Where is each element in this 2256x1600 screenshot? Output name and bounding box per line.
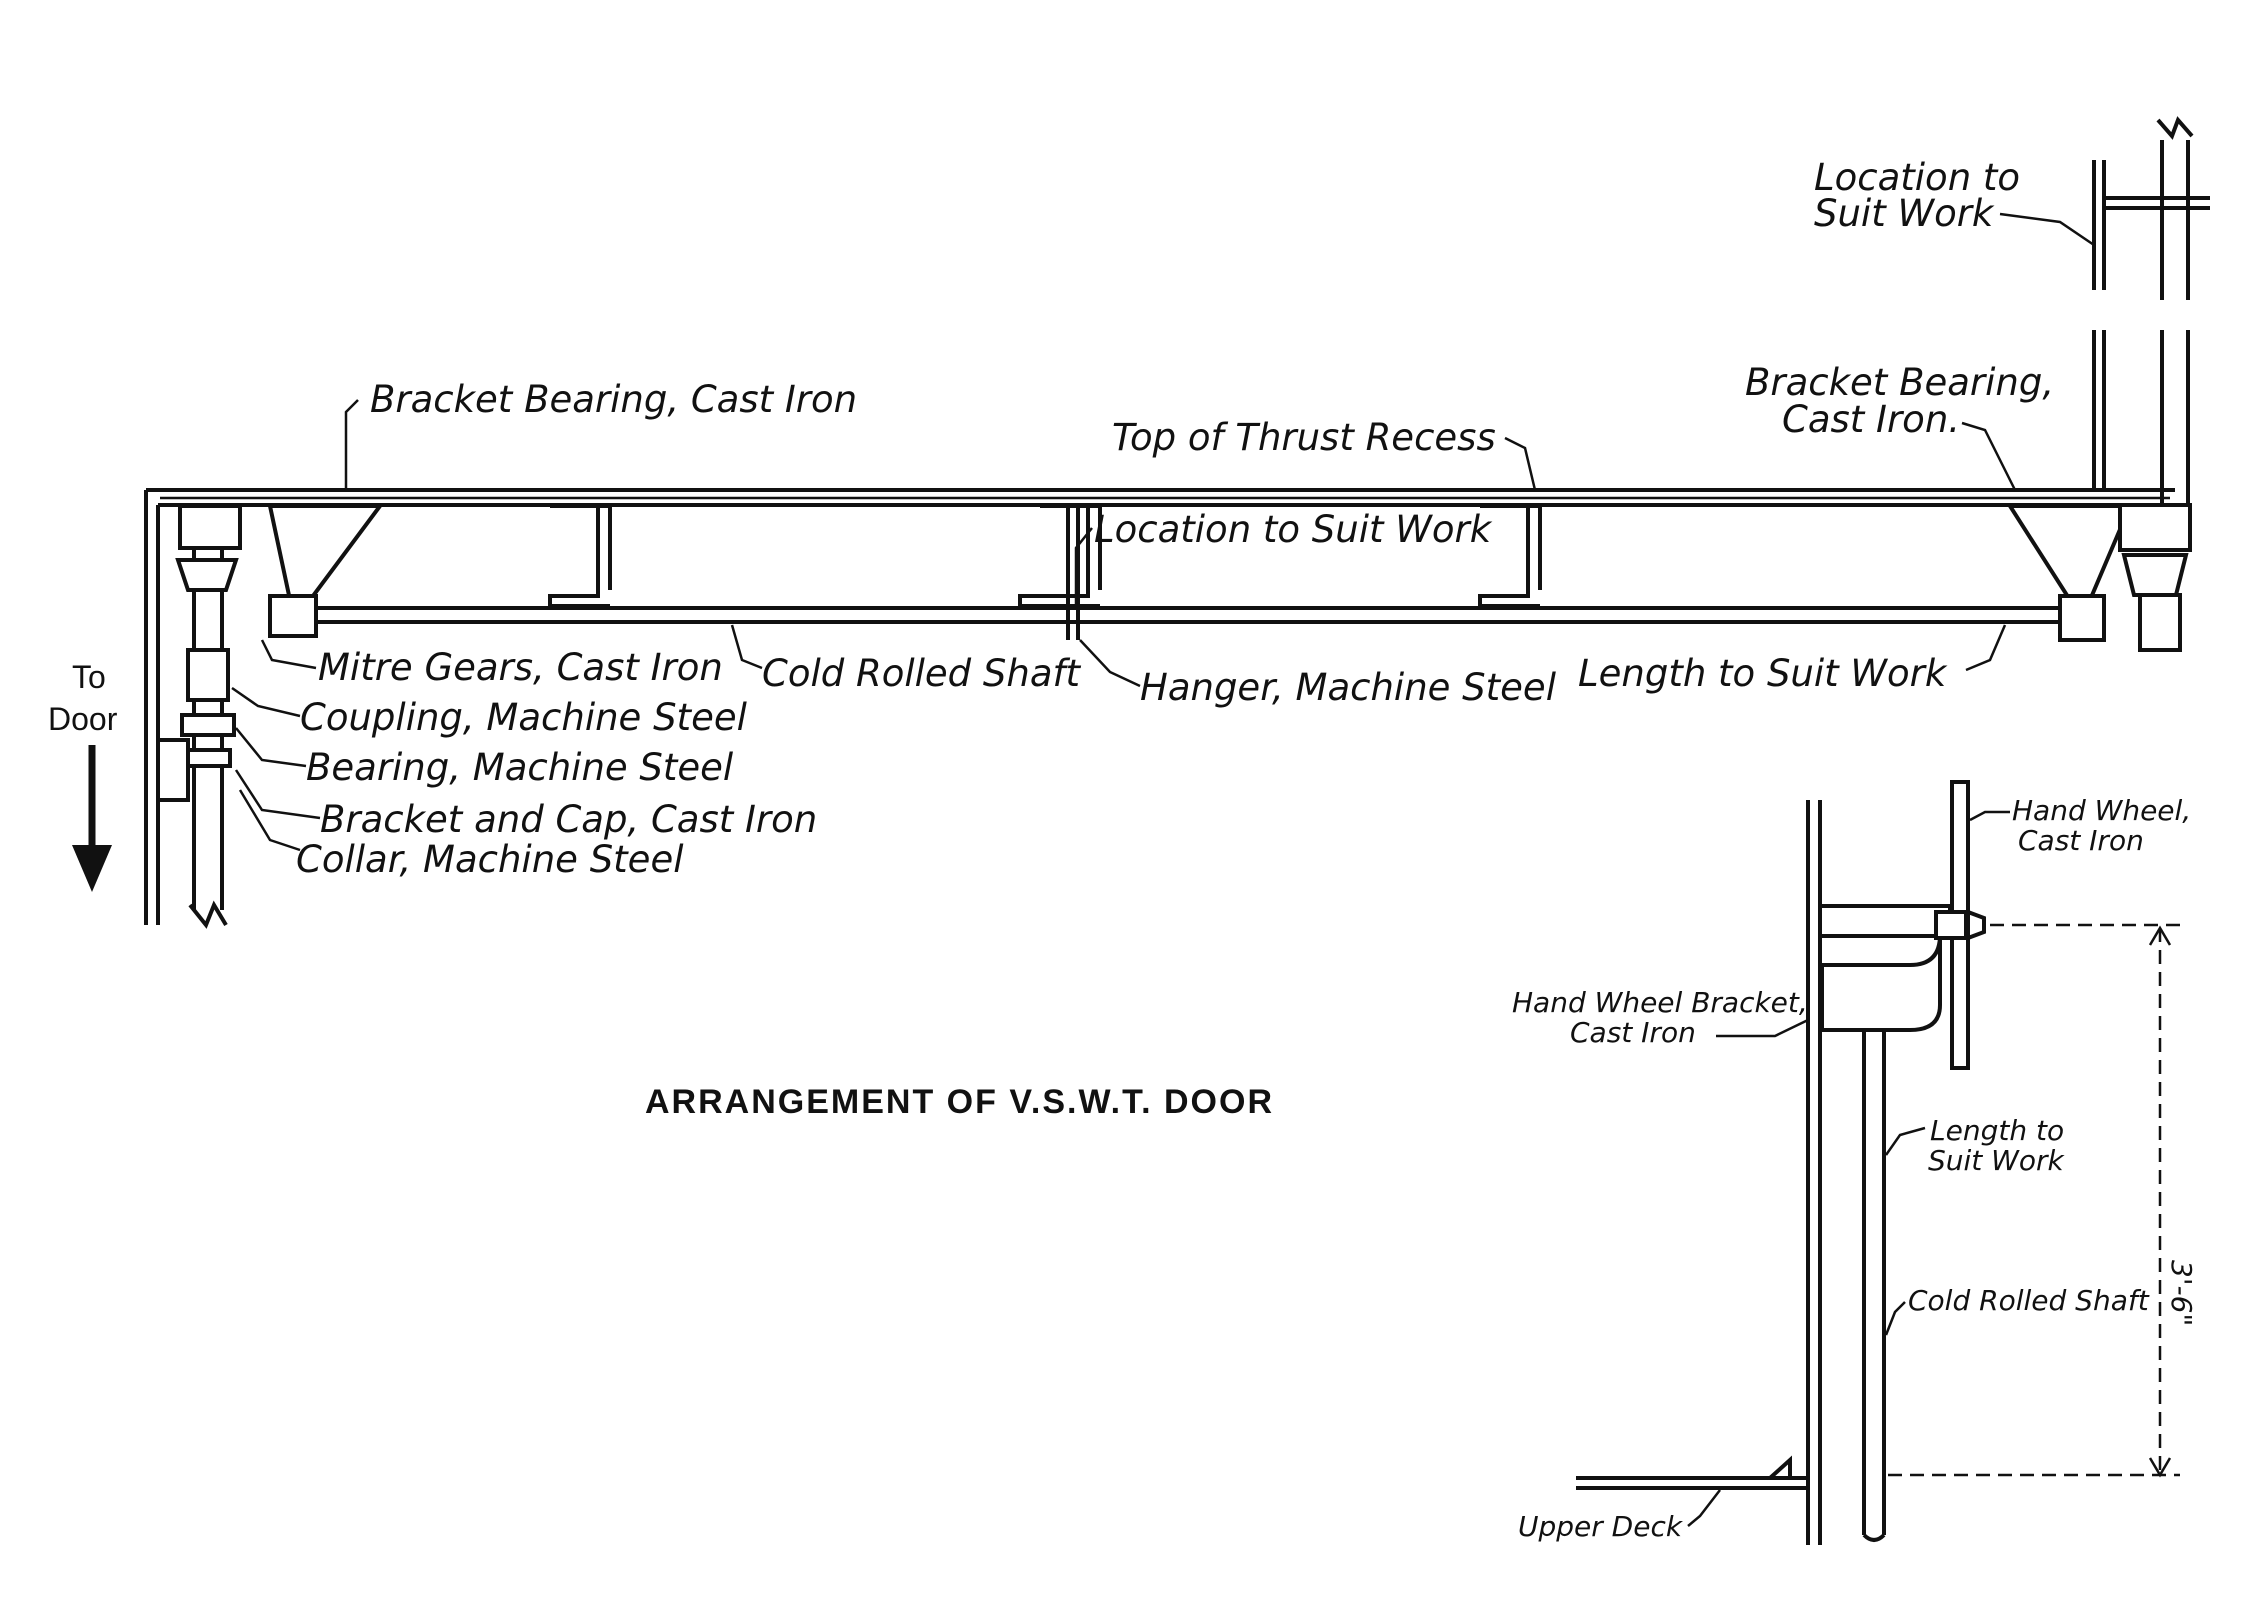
mitre-gear: [175, 558, 239, 592]
label-length-to-1: Length to: [1930, 1114, 2064, 1147]
label-mitre-gears: Mitre Gears, Cast Iron: [318, 646, 723, 689]
label-location-suit-work-top-1: Location to: [1814, 156, 2020, 199]
bracket-bearing-left-foot: [268, 594, 318, 638]
vertical-plate-right-top: [2092, 160, 2210, 290]
right-gear: [2121, 553, 2189, 597]
hand-wheel-detail: [1576, 780, 2180, 1545]
bracket-and-cap: [156, 738, 190, 802]
to-door-arrow-head: [72, 845, 112, 892]
label-location-suit-work-top-2: Suit Work: [1814, 192, 1995, 235]
label-dimension: 3'-6": [2165, 1260, 2198, 1326]
collar: [184, 748, 232, 768]
left-wall: [144, 490, 160, 925]
to-door-label-2: Door: [48, 701, 118, 737]
hand-wheel-bracket-top: [1818, 904, 1952, 938]
vertical-shaft-right: [2160, 330, 2190, 505]
dimension-arrow-bottom: [2148, 1457, 2172, 1478]
hand-wheel-nut: [1966, 909, 1986, 941]
label-hand-wheel-1: Hand Wheel,: [2012, 794, 2191, 827]
bracket-bearing-left: [267, 504, 384, 602]
label-coupling: Coupling, Machine Steel: [300, 696, 748, 739]
coupling: [186, 648, 230, 702]
label-bracket-bearing-right-1: Bracket Bearing,: [1745, 361, 2054, 404]
deck-angle: [1768, 1455, 1792, 1480]
vertical-plate-right: [2092, 330, 2106, 490]
dimension-arrow-top: [2148, 925, 2172, 946]
channel-beam-3: [1478, 504, 1542, 608]
channel-beam-1: [548, 504, 612, 608]
label-top-thrust-recess: Top of Thrust Recess: [1112, 416, 1496, 459]
label-bracket-bearing-left: Bracket Bearing, Cast Iron: [370, 378, 857, 421]
right-gear-housing: [2118, 503, 2192, 552]
label-hand-wheel-2: Cast Iron: [2018, 824, 2144, 857]
to-door-label-1: To: [72, 659, 106, 695]
detail-shaft: [1862, 1030, 1886, 1535]
channel-beam-2: [1018, 504, 1102, 608]
detail-shaft-end: [1862, 1533, 1886, 1542]
title-text: ARRANGEMENT OF V.S.W.T. DOOR: [645, 1083, 1274, 1121]
mitre-gear-housing: [178, 504, 242, 550]
vertical-shaft-right-top: [2160, 140, 2190, 300]
upper-deck: [1576, 1476, 1808, 1490]
label-bracket-and-cap: Bracket and Cap, Cast Iron: [320, 798, 817, 841]
shaft-break-right: [2156, 116, 2194, 140]
ceiling-plate: [146, 488, 2175, 507]
main-arrangement: [72, 116, 2210, 929]
label-hand-wheel-bracket-2: Cast Iron: [1570, 1016, 1696, 1049]
bearing: [180, 713, 236, 737]
label-hand-wheel-bracket-1: Hand Wheel Bracket,: [1512, 986, 1808, 1019]
bracket-bearing-right-foot: [2058, 594, 2106, 642]
cold-rolled-shaft-main: [300, 606, 2090, 624]
label-collar: Collar, Machine Steel: [296, 838, 684, 881]
main-leaders: [231, 212, 2095, 852]
label-bearing: Bearing, Machine Steel: [306, 746, 734, 789]
hanger: [1066, 506, 1080, 640]
hand-wheel-hub: [1934, 910, 1968, 940]
right-coupling: [2138, 593, 2182, 652]
label-length-suit-work: Length to Suit Work: [1578, 652, 1948, 695]
label-bracket-bearing-right-2: Cast Iron.: [1782, 398, 1960, 441]
label-length-to-2: Suit Work: [1928, 1144, 2066, 1177]
detail-leaders: [1687, 810, 2010, 1527]
label-detail-cold-rolled-shaft: Cold Rolled Shaft: [1908, 1284, 2150, 1317]
bracket-bearing-right: [2006, 504, 2134, 602]
label-upper-deck: Upper Deck: [1518, 1510, 1684, 1543]
label-cold-rolled-shaft: Cold Rolled Shaft: [762, 652, 1082, 695]
label-location-suit-work-mid: Location to Suit Work: [1094, 508, 1493, 551]
shaft-break: [188, 900, 228, 929]
label-hanger: Hanger, Machine Steel: [1140, 666, 1557, 709]
hand-wheel-bracket-body: [1820, 934, 1942, 1032]
